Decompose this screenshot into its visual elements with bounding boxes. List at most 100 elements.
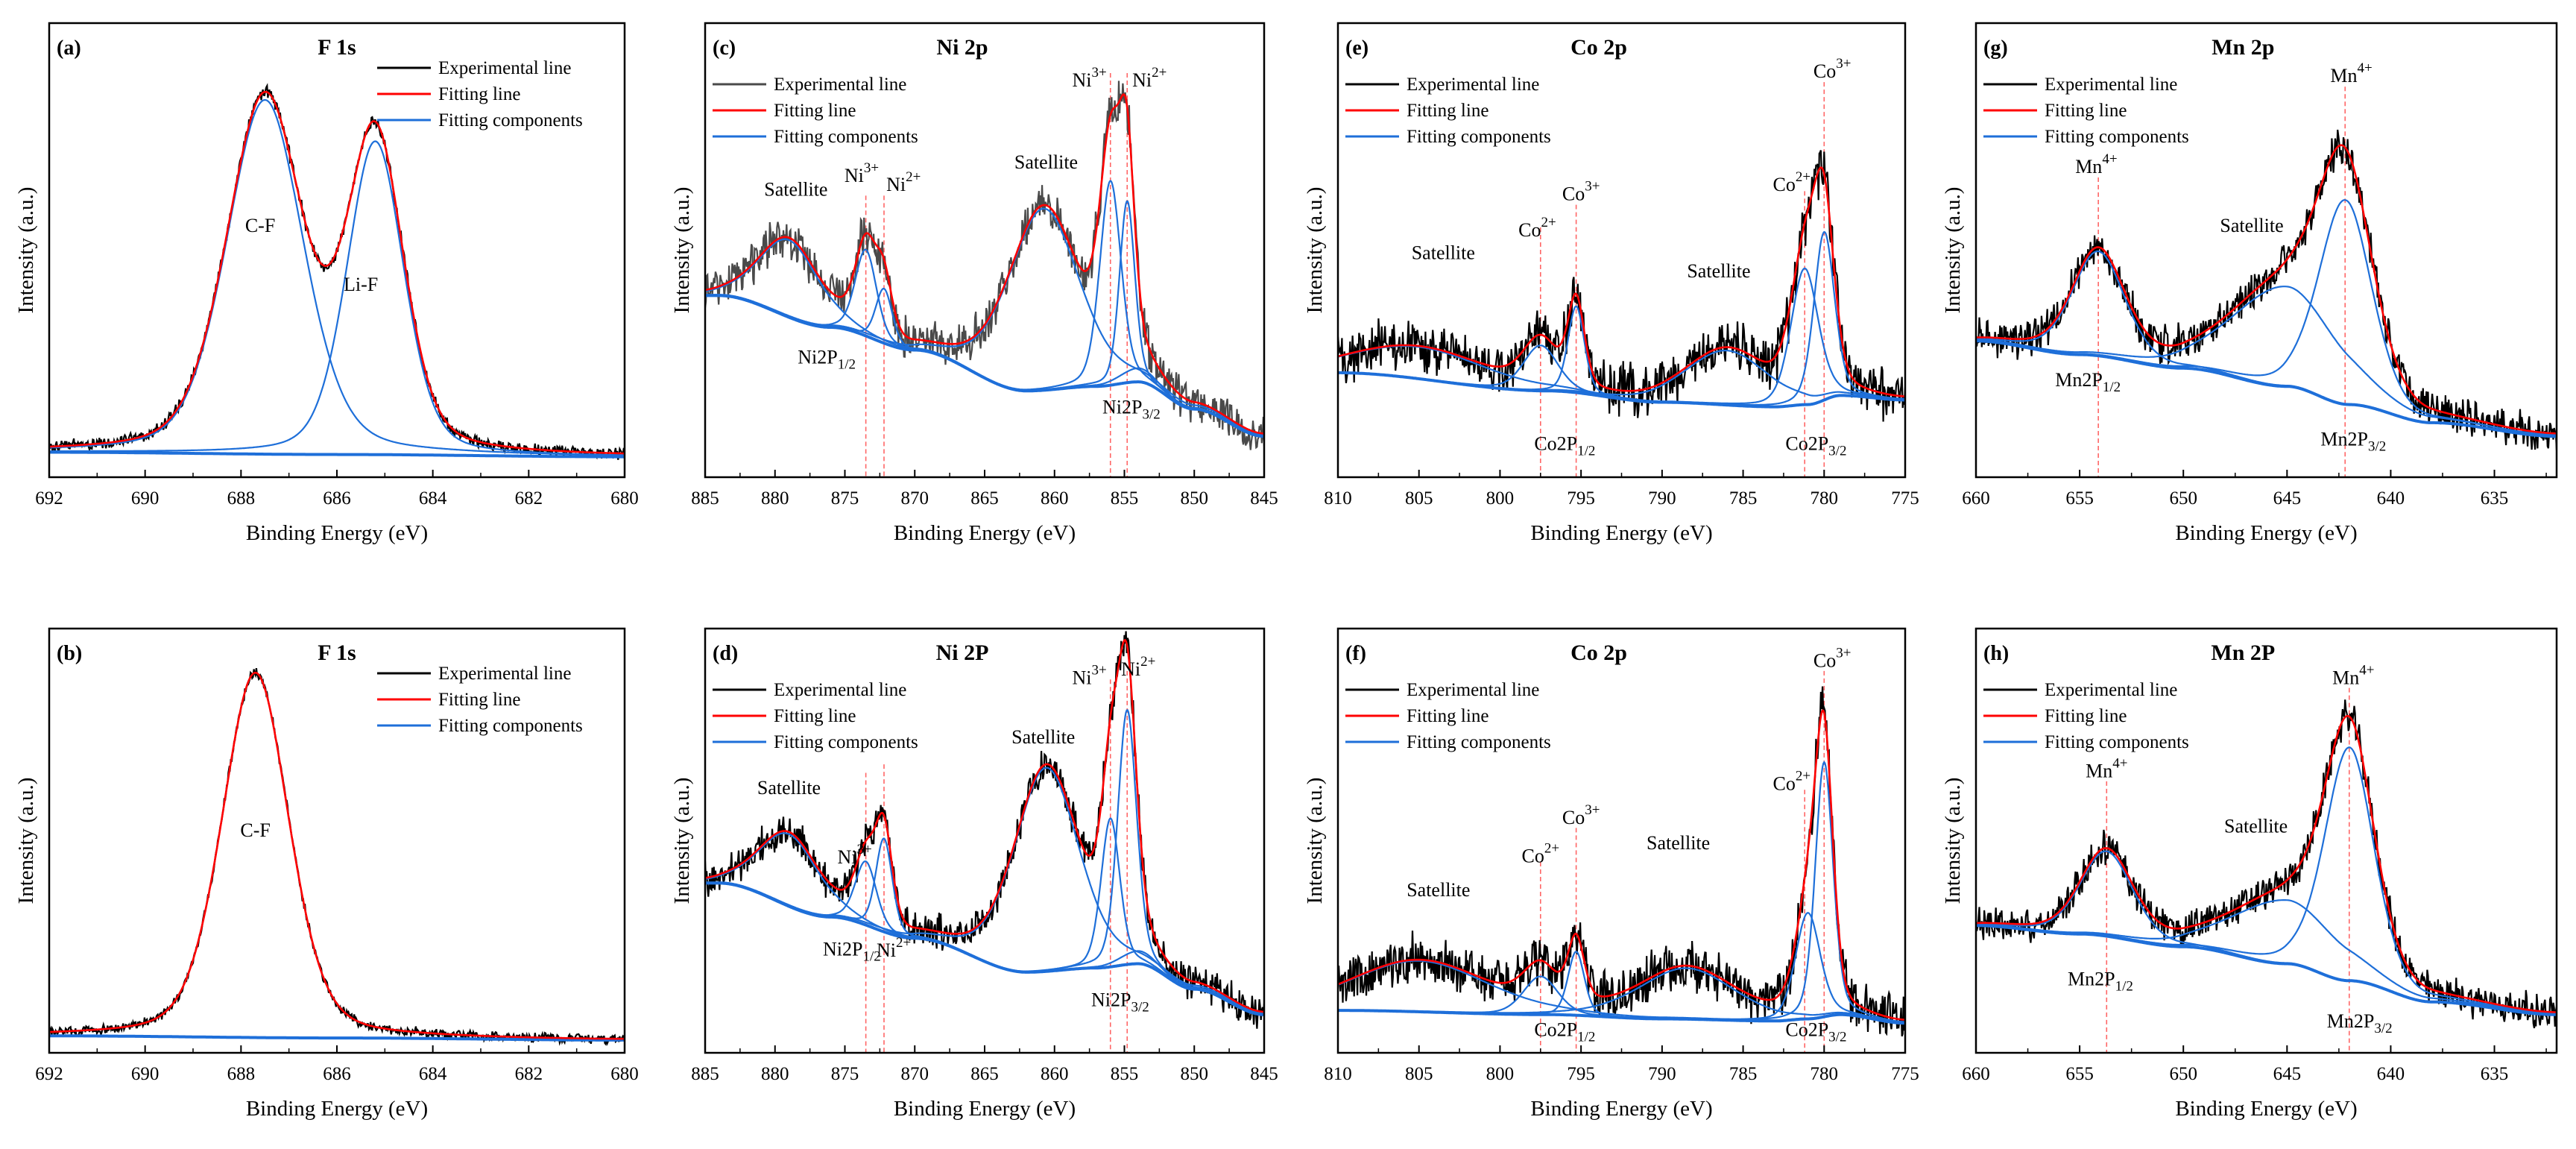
legend: Experimental line Fitting line Fitting com… xyxy=(377,664,583,736)
x-tick-label: 785 xyxy=(1729,1064,1758,1084)
peak-annotation-main: Co2P xyxy=(1534,1019,1577,1041)
plot-frame xyxy=(1974,627,2558,1054)
component-Satellite xyxy=(1338,967,1905,1023)
peak-annotation-sup: 4+ xyxy=(2112,756,2127,772)
panel-label: (h) xyxy=(1983,642,2009,665)
peak-annotation-main: Co2P xyxy=(1534,432,1577,454)
legend-label: Experimental line xyxy=(1407,680,1539,700)
x-axis-label: Binding Energy (eV) xyxy=(246,521,428,545)
panel-label: (a) xyxy=(57,37,81,60)
legend-label: Experimental line xyxy=(2045,680,2177,700)
panel-f: 810 805 800 795 790 785 780 775 Binding Energy (… xyxy=(1303,627,1919,1121)
peak-annotation: Satellite xyxy=(1407,879,1470,901)
x-tick-label: 865 xyxy=(970,1064,999,1084)
x-tick-label: 880 xyxy=(761,1064,789,1084)
peak-annotation-sup: 3+ xyxy=(857,842,872,857)
experimental-line xyxy=(1338,150,1905,422)
x-tick-label: 800 xyxy=(1486,488,1515,509)
x-tick-label: 850 xyxy=(1181,488,1209,509)
legend-label: Fitting components xyxy=(1407,732,1551,752)
peak-annotation: Satellite xyxy=(764,178,827,200)
panel-label: (f) xyxy=(1345,642,1366,665)
peak-annotation: Co3+ xyxy=(1813,56,1852,82)
y-axis-label: Intensity (a.u.) xyxy=(1303,187,1327,314)
peak-annotation: Ni3+ xyxy=(1073,663,1107,689)
peak-annotation-sup: 3+ xyxy=(1585,802,1600,818)
panel-label: (b) xyxy=(57,642,82,665)
x-tick-label: 645 xyxy=(2273,488,2302,509)
panel-title: Mn 2P xyxy=(2211,640,2275,665)
peak-annotation-sup: 3+ xyxy=(1092,66,1107,81)
peak-annotation-sub: 1/2 xyxy=(1577,444,1595,459)
experimental-line xyxy=(1976,699,2557,1029)
peak-annotation: Ni2+ xyxy=(877,935,911,961)
component-Co3p xyxy=(1338,230,1905,406)
fitting-line xyxy=(1338,709,1905,1021)
peak-annotation: Mn2P1/2 xyxy=(2055,369,2121,395)
peak-annotation-main: Satellite xyxy=(2224,815,2288,837)
panel-title: Ni 2P xyxy=(936,640,989,665)
panel-title: Ni 2p xyxy=(936,35,988,60)
legend: Experimental line Fitting line Fitting com… xyxy=(377,58,583,130)
x-axis-label: Binding Energy (eV) xyxy=(246,1097,428,1121)
peak-annotation-main: Satellite xyxy=(1647,832,1710,854)
panel-title: Co 2p xyxy=(1570,640,1627,665)
peak-annotation: Satellite xyxy=(1014,151,1078,173)
peak-annotation: Co2+ xyxy=(1773,769,1811,795)
peak-annotation: Satellite xyxy=(757,777,821,799)
legend-label: Fitting line xyxy=(1407,706,1489,726)
x-tick-label: 682 xyxy=(515,1064,543,1084)
peak-annotation: Satellite xyxy=(1011,726,1075,748)
peak-annotation: Ni3+ xyxy=(845,160,879,186)
peak-annotation: Co3+ xyxy=(1562,179,1600,205)
x-axis-label: Binding Energy (eV) xyxy=(2175,521,2357,545)
fitting-line xyxy=(49,671,625,1040)
x-tick-label: 860 xyxy=(1041,1064,1069,1084)
peak-annotation-main: Mn xyxy=(2075,156,2102,177)
fitting-line xyxy=(1976,144,2557,435)
x-tick-label: 810 xyxy=(1324,488,1352,509)
peak-annotation-main: Co xyxy=(1773,772,1796,794)
peak-annotation: Ni3+ xyxy=(1073,66,1107,92)
peak-annotation-main: Co xyxy=(1518,219,1541,241)
peak-annotation-sub: 1/2 xyxy=(1577,1030,1595,1045)
peak-annotation-sup: 2+ xyxy=(1140,654,1155,670)
x-tick-label: 635 xyxy=(2481,1064,2509,1084)
peak-annotation-main: Co xyxy=(1562,807,1585,828)
peak-annotation-sup: 2+ xyxy=(1796,170,1811,186)
legend: Experimental line Fitting line Fitting com… xyxy=(1345,75,1551,147)
peak-annotation-main: Satellite xyxy=(1014,151,1078,173)
x-tick-label: 690 xyxy=(131,488,160,509)
legend-label: Fitting components xyxy=(774,732,918,752)
peak-annotation-main: Co xyxy=(1522,845,1544,866)
component-Mn4p xyxy=(1976,199,2557,436)
peak-annotation-main: Ni2P xyxy=(798,347,837,368)
peak-annotation-sup: 2+ xyxy=(896,935,911,951)
x-tick-label: 640 xyxy=(2377,1064,2405,1084)
peak-annotation-sup: 2+ xyxy=(1152,66,1167,81)
peak-annotation-main: Ni xyxy=(877,939,896,961)
component-shoulder xyxy=(705,882,1264,1016)
peak-annotation-sub: 1/2 xyxy=(862,949,880,965)
peak-annotation: Ni3+ xyxy=(838,842,872,868)
peak-annotation: Satellite xyxy=(1412,242,1475,264)
legend: Experimental line Fitting line Fitting com… xyxy=(1345,680,1551,752)
legend-label: Experimental line xyxy=(438,58,571,78)
x-tick-label: 795 xyxy=(1567,488,1595,509)
peak-annotation: Co3+ xyxy=(1562,802,1600,828)
legend-label: Fitting line xyxy=(438,690,520,710)
x-tick-label: 845 xyxy=(1250,488,1278,509)
y-axis-label: Intensity (a.u.) xyxy=(670,187,694,314)
legend-label: Fitting components xyxy=(1407,127,1551,147)
plot-frame xyxy=(1974,22,2558,479)
legend-label: Fitting line xyxy=(438,84,520,104)
x-tick-label: 860 xyxy=(1041,488,1069,509)
experimental-line xyxy=(705,81,1264,450)
x-tick-label: 865 xyxy=(970,488,999,509)
component-shoulder xyxy=(705,295,1264,438)
x-tick-label: 680 xyxy=(610,1064,639,1084)
x-tick-label: 805 xyxy=(1405,1064,1433,1084)
peak-annotation-main: Ni xyxy=(1073,667,1092,688)
peak-annotation: Satellite xyxy=(2220,215,2283,236)
